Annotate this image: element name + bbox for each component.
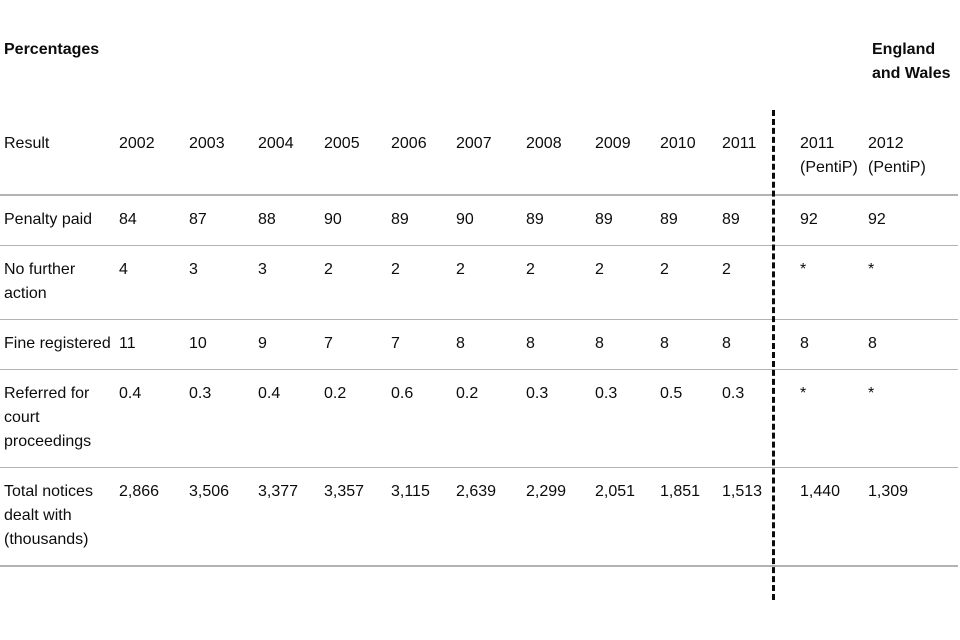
table-cell: 2,639 bbox=[456, 483, 497, 500]
table-cell: 0.2 bbox=[456, 385, 479, 402]
table-cell: * bbox=[800, 385, 807, 402]
table-cell: 8 bbox=[526, 335, 535, 352]
table-cell: 8 bbox=[722, 335, 731, 352]
table-row-penalty-paid: Penalty paid 84 87 88 90 89 90 89 89 89 … bbox=[0, 195, 958, 246]
col-header: 2006 bbox=[391, 135, 427, 152]
col-header: 2007 bbox=[456, 135, 492, 152]
table-cell: 8 bbox=[595, 335, 604, 352]
table-cell: 90 bbox=[324, 211, 342, 228]
table-cell: 89 bbox=[391, 211, 409, 228]
table-cell: 0.3 bbox=[526, 385, 549, 402]
row-label: Penalty paid bbox=[4, 211, 93, 228]
table-cell: 8 bbox=[800, 335, 809, 352]
table-cell: 89 bbox=[595, 211, 613, 228]
series-break-divider bbox=[772, 110, 775, 600]
table-cell: 92 bbox=[868, 211, 886, 228]
table-cell: 89 bbox=[722, 211, 740, 228]
col-header: 2009 bbox=[595, 135, 631, 152]
table-cell: 0.4 bbox=[258, 385, 281, 402]
table-cell: * bbox=[800, 261, 807, 278]
table-cell: 0.3 bbox=[722, 385, 745, 402]
row-label: No further action bbox=[4, 261, 76, 302]
row-label: Total notices dealt with (thousands) bbox=[4, 483, 93, 548]
table-cell: 0.6 bbox=[391, 385, 414, 402]
table-row-total-notices: Total notices dealt with (thousands) 2,8… bbox=[0, 467, 958, 566]
table-cell: 88 bbox=[258, 211, 276, 228]
table-cell: 7 bbox=[391, 335, 400, 352]
table-row-no-further-action: No further action 4 3 3 2 2 2 2 2 2 2 * … bbox=[0, 245, 958, 320]
table-row-referred-for-court: Referred for court proceedings 0.4 0.3 0… bbox=[0, 369, 958, 468]
table-cell: 92 bbox=[800, 211, 818, 228]
table-cell: 9 bbox=[258, 335, 267, 352]
col-header: 2003 bbox=[189, 135, 225, 152]
table-cell: 84 bbox=[119, 211, 137, 228]
table-cell: * bbox=[868, 385, 875, 402]
table-cell: * bbox=[868, 261, 875, 278]
table-cell: 90 bbox=[456, 211, 474, 228]
table-cell: 3 bbox=[258, 261, 267, 278]
table-cell: 10 bbox=[189, 335, 207, 352]
table-cell: 87 bbox=[189, 211, 207, 228]
table-row-fine-registered: Fine registered 11 10 9 7 7 8 8 8 8 8 8 … bbox=[0, 319, 958, 370]
table-cell: 11 bbox=[119, 335, 136, 352]
table-caption-left: Percentages bbox=[4, 41, 100, 58]
table-cell: 3,115 bbox=[391, 483, 430, 500]
col-header: 2004 bbox=[258, 135, 294, 152]
table-cell: 2 bbox=[595, 261, 604, 278]
table-cell: 2 bbox=[391, 261, 400, 278]
table-cell: 1,309 bbox=[868, 483, 909, 500]
table-cell: 2 bbox=[456, 261, 465, 278]
table-cell: 1,851 bbox=[660, 483, 701, 500]
table-cell: 8 bbox=[456, 335, 465, 352]
table-cell: 3 bbox=[189, 261, 198, 278]
table-cell: 89 bbox=[526, 211, 544, 228]
table-cell: 2,866 bbox=[119, 483, 160, 500]
table-cell: 7 bbox=[324, 335, 333, 352]
table-cell: 0.3 bbox=[595, 385, 618, 402]
table-cell: 3,506 bbox=[189, 483, 230, 500]
table-cell: 2,299 bbox=[526, 483, 567, 500]
table-cell: 2 bbox=[324, 261, 333, 278]
table-cell: 2,051 bbox=[595, 483, 636, 500]
table-cell: 2 bbox=[526, 261, 535, 278]
table-cell: 8 bbox=[868, 335, 877, 352]
col-header: 2002 bbox=[119, 135, 155, 152]
col-header: 2012 (PentiP) bbox=[868, 135, 926, 176]
col-header: 2011 (PentiP) bbox=[800, 135, 858, 176]
col-header: 2005 bbox=[324, 135, 360, 152]
table-cell: 4 bbox=[119, 261, 128, 278]
col-header: Result bbox=[4, 135, 50, 152]
table-cell: 0.2 bbox=[324, 385, 347, 402]
table-cell: 3,377 bbox=[258, 483, 299, 500]
table-caption-right: England and Wales bbox=[872, 41, 951, 82]
table-cell: 0.4 bbox=[119, 385, 142, 402]
col-header: 2010 bbox=[660, 135, 696, 152]
col-header: 2011 bbox=[722, 135, 757, 152]
table-cell: 8 bbox=[660, 335, 669, 352]
table-header-row: Result 2002 2003 2004 2005 2006 2007 200… bbox=[0, 120, 958, 195]
table-cell: 0.5 bbox=[660, 385, 683, 402]
table-cell: 2 bbox=[660, 261, 669, 278]
table-cell: 89 bbox=[660, 211, 678, 228]
table-cell: 3,357 bbox=[324, 483, 365, 500]
table-cell: 1,513 bbox=[722, 483, 763, 500]
data-table: Result 2002 2003 2004 2005 2006 2007 200… bbox=[0, 120, 958, 567]
row-label: Referred for court proceedings bbox=[4, 385, 92, 450]
table-cell: 0.3 bbox=[189, 385, 212, 402]
col-header: 2008 bbox=[526, 135, 562, 152]
row-label: Fine registered bbox=[4, 335, 111, 352]
table-cell: 1,440 bbox=[800, 483, 841, 500]
table-cell: 2 bbox=[722, 261, 731, 278]
